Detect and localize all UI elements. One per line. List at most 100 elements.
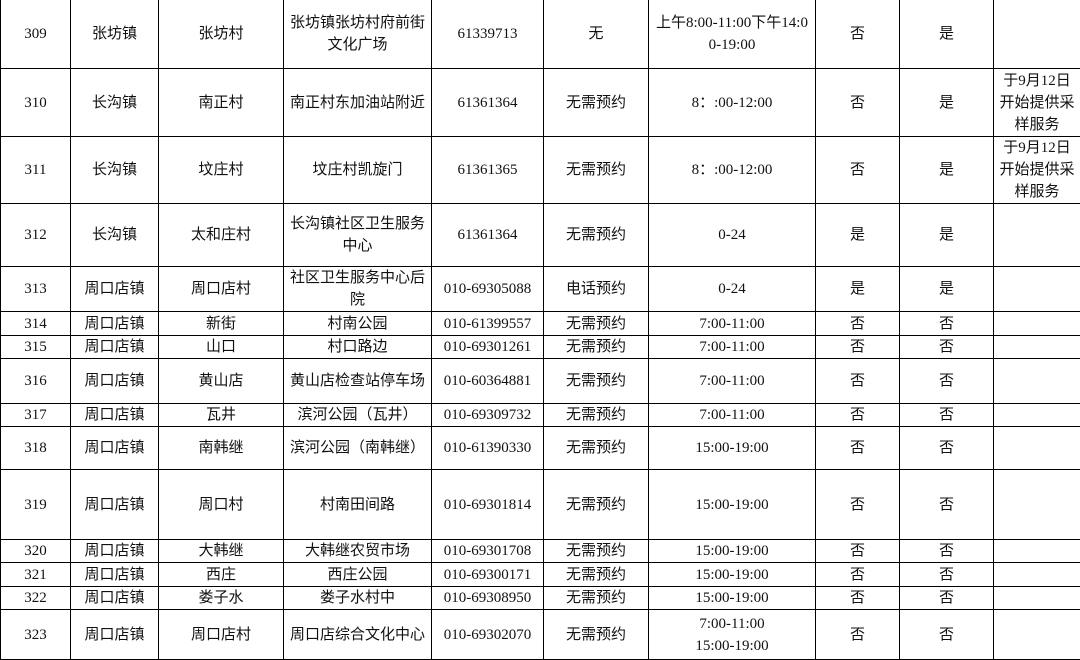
table-cell: 周口店镇 [71,610,159,660]
table-cell: 是 [816,267,900,312]
table-cell: 周口店村 [159,267,284,312]
table-cell: 010-69308950 [432,587,544,610]
table-cell: 张坊村 [159,0,284,69]
table-cell: 无需预约 [544,563,649,587]
table-cell: 无需预约 [544,404,649,427]
table-cell: 否 [816,404,900,427]
table-cell: 长沟镇 [71,137,159,204]
table-cell: 311 [1,137,71,204]
table-cell [994,267,1080,312]
table-cell: 否 [900,563,994,587]
table-cell: 否 [816,427,900,470]
table-cell: 321 [1,563,71,587]
table-cell: 15:00-19:00 [649,587,816,610]
table-cell: 无需预约 [544,312,649,336]
table-cell: 周口村 [159,470,284,540]
table-cell: 无需预约 [544,359,649,404]
table-cell: 010-60364881 [432,359,544,404]
table-cell: 无需预约 [544,540,649,563]
table-cell: 7:00-11:00 [649,336,816,359]
table-cell: 否 [816,540,900,563]
table-cell: 否 [900,427,994,470]
table-cell: 无需预约 [544,69,649,137]
table-cell: 15:00-19:00 [649,427,816,470]
table-cell: 319 [1,470,71,540]
table-cell: 315 [1,336,71,359]
table-cell: 上午8:00-11:00下午14:00-19:00 [649,0,816,69]
table-cell: 周口店镇 [71,267,159,312]
table-cell: 010-69302070 [432,610,544,660]
table-cell: 无需预约 [544,137,649,204]
table-cell [994,610,1080,660]
table-cell: 否 [816,312,900,336]
table-cell: 长沟镇社区卫生服务中心 [284,204,432,267]
table-cell: 于9月12日开始提供采样服务 [994,69,1080,137]
table-cell: 否 [900,540,994,563]
table-cell: 322 [1,587,71,610]
table-cell: 318 [1,427,71,470]
table-cell: 否 [816,0,900,69]
table-cell: 7:00-11:00 [649,312,816,336]
table-cell: 否 [816,587,900,610]
table-cell: 8：:00-12:00 [649,137,816,204]
table-cell: 7:00-11:00 [649,404,816,427]
table-cell: 15:00-19:00 [649,540,816,563]
table-cell: 8：:00-12:00 [649,69,816,137]
table-cell: 南韩继 [159,427,284,470]
table-cell: 无 [544,0,649,69]
table-cell: 周口店村 [159,610,284,660]
table-cell: 无需预约 [544,587,649,610]
table-cell: 61361365 [432,137,544,204]
table-cell: 310 [1,69,71,137]
table-cell: 社区卫生服务中心后院 [284,267,432,312]
table-cell [994,587,1080,610]
table-cell: 否 [816,610,900,660]
table-cell: 坟庄村凯旋门 [284,137,432,204]
table-cell: 周口店镇 [71,587,159,610]
table-cell [994,312,1080,336]
table-cell: 电话预约 [544,267,649,312]
table-cell: 周口店镇 [71,404,159,427]
table-cell [994,336,1080,359]
table-cell: 317 [1,404,71,427]
table-cell: 010-69300171 [432,563,544,587]
table-cell: 309 [1,0,71,69]
table-cell: 是 [900,0,994,69]
table-cell: 村口路边 [284,336,432,359]
table-cell: 010-69301708 [432,540,544,563]
table-cell: 周口店镇 [71,563,159,587]
table-cell [994,563,1080,587]
table-cell: 61361364 [432,204,544,267]
table-cell: 村南田间路 [284,470,432,540]
table-cell: 娄子水村中 [284,587,432,610]
table-cell: 是 [900,267,994,312]
table-cell: 张坊镇张坊村府前街文化广场 [284,0,432,69]
table-cell: 15:00-19:00 [649,470,816,540]
table-cell: 长沟镇 [71,69,159,137]
table-cell: 西庄公园 [284,563,432,587]
table-cell: 无需预约 [544,204,649,267]
table-cell: 太和庄村 [159,204,284,267]
table-cell: 312 [1,204,71,267]
table-cell: 长沟镇 [71,204,159,267]
table-cell: 323 [1,610,71,660]
table-cell [994,359,1080,404]
table-cell: 314 [1,312,71,336]
table-cell: 坟庄村 [159,137,284,204]
table-cell: 无需预约 [544,427,649,470]
table-cell: 周口店镇 [71,312,159,336]
table-cell: 于9月12日开始提供采样服务 [994,137,1080,204]
table-cell [994,0,1080,69]
